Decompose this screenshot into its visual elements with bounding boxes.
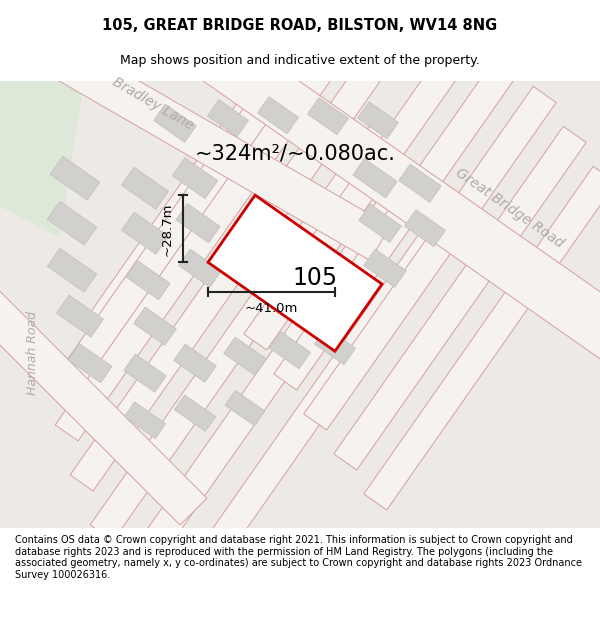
Polygon shape xyxy=(364,249,406,288)
Polygon shape xyxy=(0,201,207,525)
Text: Contains OS data © Crown copyright and database right 2021. This information is : Contains OS data © Crown copyright and d… xyxy=(15,535,582,580)
Polygon shape xyxy=(353,159,397,198)
Polygon shape xyxy=(334,126,586,470)
Polygon shape xyxy=(60,0,370,386)
Polygon shape xyxy=(244,6,496,350)
Polygon shape xyxy=(85,0,395,336)
Polygon shape xyxy=(0,81,600,528)
Polygon shape xyxy=(269,332,310,369)
Polygon shape xyxy=(274,46,526,390)
Polygon shape xyxy=(145,216,455,625)
Polygon shape xyxy=(399,164,441,202)
Polygon shape xyxy=(179,249,221,288)
Polygon shape xyxy=(174,395,216,431)
Text: ~41.0m: ~41.0m xyxy=(245,302,298,315)
Polygon shape xyxy=(121,167,169,209)
Text: Hannah Road: Hannah Road xyxy=(25,311,38,395)
Text: Great Bridge Road: Great Bridge Road xyxy=(454,166,566,251)
Polygon shape xyxy=(68,344,112,383)
Polygon shape xyxy=(47,248,97,292)
Text: 105, GREAT BRIDGE ROAD, BILSTON, WV14 8NG: 105, GREAT BRIDGE ROAD, BILSTON, WV14 8N… xyxy=(103,19,497,34)
Polygon shape xyxy=(304,86,556,430)
Polygon shape xyxy=(0,81,84,238)
Polygon shape xyxy=(172,158,218,199)
Polygon shape xyxy=(90,116,400,541)
Polygon shape xyxy=(314,328,355,364)
Polygon shape xyxy=(308,98,349,135)
Polygon shape xyxy=(208,195,382,351)
Text: Map shows position and indicative extent of the property.: Map shows position and indicative extent… xyxy=(120,54,480,68)
Polygon shape xyxy=(257,97,298,134)
Polygon shape xyxy=(124,402,166,438)
Polygon shape xyxy=(126,261,170,300)
Text: ~28.7m: ~28.7m xyxy=(160,202,173,256)
Polygon shape xyxy=(47,201,97,245)
Polygon shape xyxy=(208,100,248,137)
Text: Bradley Lane: Bradley Lane xyxy=(110,74,196,132)
Polygon shape xyxy=(115,166,425,591)
Polygon shape xyxy=(134,307,176,345)
Polygon shape xyxy=(50,156,100,200)
Polygon shape xyxy=(121,212,169,254)
Text: ~324m²/~0.080ac.: ~324m²/~0.080ac. xyxy=(194,143,395,163)
Text: 105: 105 xyxy=(292,266,338,290)
Polygon shape xyxy=(364,166,600,510)
Polygon shape xyxy=(174,344,216,382)
Polygon shape xyxy=(188,25,600,471)
Polygon shape xyxy=(225,391,265,426)
Polygon shape xyxy=(176,204,220,243)
Polygon shape xyxy=(404,210,445,247)
Polygon shape xyxy=(359,204,401,242)
Polygon shape xyxy=(56,295,104,338)
Polygon shape xyxy=(55,16,365,441)
Polygon shape xyxy=(224,337,266,375)
Polygon shape xyxy=(0,0,390,261)
Polygon shape xyxy=(124,354,166,392)
Polygon shape xyxy=(358,102,398,139)
Polygon shape xyxy=(154,104,196,142)
Polygon shape xyxy=(70,66,380,491)
